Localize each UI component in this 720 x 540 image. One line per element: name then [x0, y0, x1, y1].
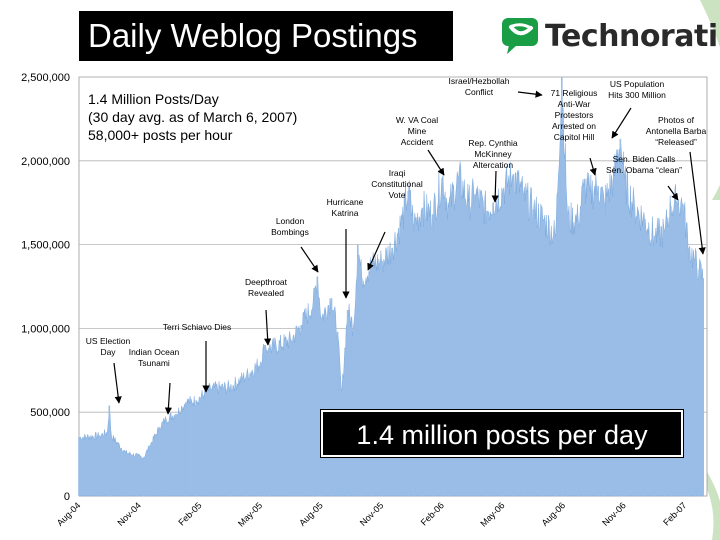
annotation-label: Hits 300 Million: [608, 90, 666, 100]
technorati-logo: Technorati: [501, 15, 718, 57]
annotation-label: Conflict: [465, 87, 494, 97]
annotation-arrow: [491, 170, 499, 203]
annotation-label: Tsunami: [138, 358, 170, 368]
y-tick-label: 2,000,000: [21, 156, 70, 168]
y-tick-label: 2,500,000: [21, 72, 70, 84]
annotation-arrow: [427, 149, 445, 176]
x-tick-label: May-06: [478, 500, 506, 528]
annotation-label: W. VA Coal: [396, 115, 438, 125]
posts-per-day-callout: 1.4 million posts per day: [320, 409, 684, 458]
annotation-arrow: [367, 231, 386, 271]
annotation-label: US Population: [610, 79, 665, 89]
annotation-label: Arrested on: [552, 121, 596, 131]
annotation-label: Constitutional: [371, 179, 423, 189]
slide-title: Daily Weblog Postings: [79, 11, 453, 61]
x-tick-label: Feb-07: [661, 500, 688, 527]
annotation-label: Sen. Obama “clean”: [606, 165, 682, 175]
x-tick-label: Aug-06: [540, 500, 568, 528]
annotation-label: Bombings: [271, 227, 309, 237]
y-tick-label: 1,500,000: [21, 240, 70, 252]
annotation-arrow: [611, 107, 632, 139]
info-line: (30 day avg. as of March 6, 2007): [88, 109, 297, 125]
annotation-label: Protestors: [555, 110, 594, 120]
annotation-label: Capitol Hill: [554, 132, 595, 142]
annotation-label: Sen. Biden Calls: [613, 154, 676, 164]
info-line: 1.4 Million Posts/Day: [88, 91, 219, 107]
annotation-label: Vote: [388, 190, 405, 200]
annotation-label: Accident: [401, 137, 434, 147]
annotation-arrow: [517, 90, 543, 98]
annotation-label: 71 Religious: [551, 88, 598, 98]
event-annotation: Terri Schiavo Dies: [163, 322, 232, 393]
annotation-label: Mine: [408, 126, 427, 136]
annotation-label: Indian Ocean: [129, 347, 180, 357]
y-tick-label: 500,000: [30, 407, 70, 419]
y-tick-label: 1,000,000: [21, 323, 70, 335]
x-tick-label: May-05: [236, 500, 264, 528]
annotation-arrow: [300, 246, 319, 273]
x-tick-label: Nov-06: [600, 500, 628, 528]
annotation-label: Day: [100, 347, 116, 357]
annotation-arrow: [264, 309, 272, 346]
brand-name: Technorati: [545, 18, 718, 54]
x-tick-label: Feb-05: [176, 500, 203, 527]
series-area: [78, 79, 704, 497]
annotation-label: Photos of: [658, 115, 695, 125]
annotation-arrow: [689, 151, 706, 255]
annotation-label: London: [276, 216, 305, 226]
annotation-label: Iraqi: [389, 168, 406, 178]
annotation-label: Anti-War: [558, 99, 591, 109]
annotation-label: Israel/Hezbollah: [449, 76, 510, 86]
annotation-label: Katrina: [332, 208, 359, 218]
annotation-label: Rep. Cynthia: [468, 138, 517, 148]
annotation-label: Terri Schiavo Dies: [163, 322, 232, 332]
y-tick-label: 0: [64, 491, 70, 503]
annotation-arrow: [113, 362, 122, 404]
annotation-label: Hurricane: [327, 197, 364, 207]
x-tick-label: Nov-04: [115, 500, 143, 528]
info-line: 58,000+ posts per hour: [88, 127, 233, 143]
annotation-label: Altercation: [473, 160, 513, 170]
annotation-label: McKinney: [474, 149, 512, 159]
technorati-speech-bubble-icon: [502, 18, 538, 54]
annotation-label: Revealed: [248, 288, 284, 298]
annotation-label: Deepthroat: [245, 277, 288, 287]
annotation-arrow: [589, 157, 597, 176]
x-tick-label: Feb-06: [419, 500, 446, 527]
annotation-label: “Released”: [655, 137, 697, 147]
annotation-arrow: [667, 185, 679, 201]
annotation-label: Antonella Barba: [646, 126, 707, 136]
x-tick-label: Nov-05: [358, 500, 386, 528]
annotation-arrow: [164, 382, 173, 415]
annotation-label: US Election: [86, 336, 131, 346]
x-tick-label: Aug-05: [297, 500, 325, 528]
x-tick-label: Aug-04: [55, 500, 83, 528]
